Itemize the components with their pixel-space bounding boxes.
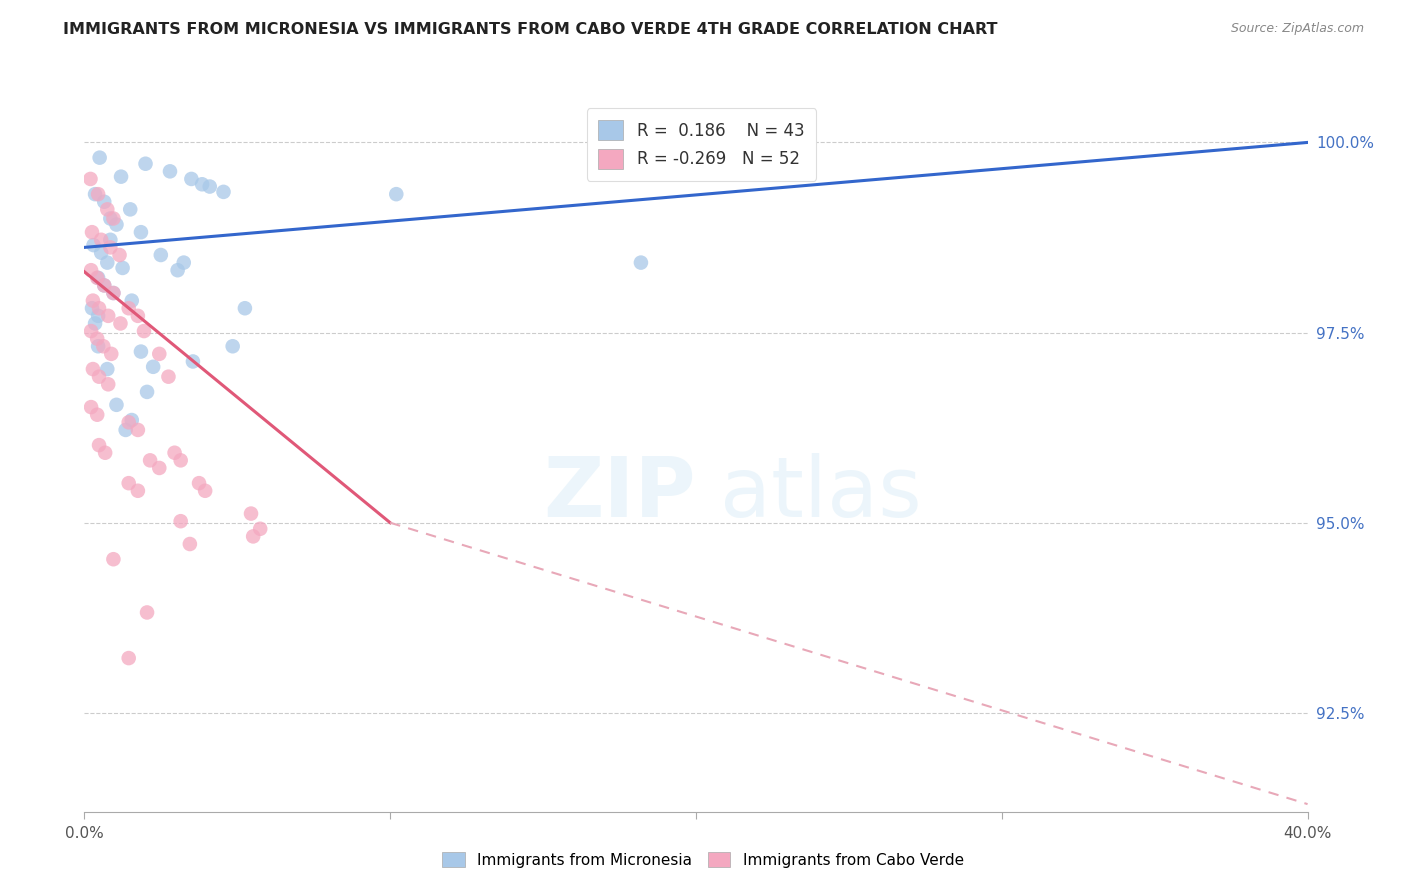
Text: ZIP: ZIP: [544, 453, 696, 534]
Point: [181, 354, 204, 368]
Point: [159, 164, 181, 178]
Point: [98, 233, 121, 247]
Point: [118, 301, 141, 316]
Point: [87, 369, 110, 384]
Point: [139, 453, 162, 467]
Point: [120, 202, 142, 217]
Point: [80, 324, 103, 338]
Point: [97, 377, 120, 392]
Point: [148, 461, 170, 475]
Point: [110, 317, 132, 331]
Point: [180, 172, 202, 186]
Point: [87, 309, 110, 323]
Point: [194, 483, 217, 498]
Legend: Immigrants from Micronesia, Immigrants from Cabo Verde: Immigrants from Micronesia, Immigrants f…: [436, 846, 970, 873]
Point: [86, 270, 108, 285]
Text: atlas: atlas: [720, 453, 922, 534]
Point: [103, 286, 125, 301]
Point: [96, 255, 118, 269]
Point: [221, 339, 243, 353]
Point: [82, 293, 104, 308]
Point: [86, 332, 108, 346]
Point: [79, 172, 101, 186]
Point: [86, 408, 108, 422]
Point: [385, 187, 408, 202]
Legend: R =  0.186    N = 43, R = -0.269   N = 52: R = 0.186 N = 43, R = -0.269 N = 52: [586, 108, 815, 181]
Point: [179, 537, 201, 551]
Point: [93, 278, 115, 293]
Point: [108, 248, 131, 262]
Point: [212, 185, 235, 199]
Point: [114, 423, 136, 437]
Point: [110, 169, 132, 184]
Point: [121, 413, 143, 427]
Point: [84, 187, 107, 202]
Point: [142, 359, 165, 374]
Point: [87, 187, 110, 202]
Point: [129, 225, 152, 239]
Point: [97, 309, 120, 323]
Point: [118, 476, 141, 491]
Point: [87, 270, 110, 285]
Point: [87, 339, 110, 353]
Point: [105, 218, 128, 232]
Point: [242, 529, 264, 543]
Point: [163, 446, 186, 460]
Point: [80, 263, 103, 277]
Point: [82, 362, 104, 376]
Point: [105, 398, 128, 412]
Point: [103, 211, 125, 226]
Point: [80, 400, 103, 414]
Point: [98, 240, 121, 254]
Point: [188, 476, 211, 491]
Point: [198, 179, 221, 194]
Point: [94, 446, 117, 460]
Point: [170, 453, 193, 467]
Point: [103, 286, 125, 301]
Point: [127, 423, 149, 437]
Point: [89, 151, 111, 165]
Point: [173, 255, 195, 269]
Point: [233, 301, 256, 316]
Point: [83, 238, 105, 252]
Point: [111, 260, 134, 275]
Point: [121, 293, 143, 308]
Point: [129, 344, 152, 359]
Point: [98, 211, 121, 226]
Point: [100, 347, 122, 361]
Text: IMMIGRANTS FROM MICRONESIA VS IMMIGRANTS FROM CABO VERDE 4TH GRADE CORRELATION C: IMMIGRANTS FROM MICRONESIA VS IMMIGRANTS…: [63, 22, 998, 37]
Point: [630, 255, 652, 269]
Point: [166, 263, 188, 277]
Point: [91, 339, 114, 353]
Point: [80, 225, 103, 239]
Point: [87, 438, 110, 452]
Point: [191, 178, 214, 192]
Point: [93, 278, 115, 293]
Text: Source: ZipAtlas.com: Source: ZipAtlas.com: [1230, 22, 1364, 36]
Point: [148, 347, 170, 361]
Point: [170, 514, 193, 528]
Point: [90, 245, 112, 260]
Point: [127, 309, 149, 323]
Point: [249, 522, 271, 536]
Point: [149, 248, 172, 262]
Point: [103, 552, 125, 566]
Point: [157, 369, 180, 384]
Point: [93, 194, 115, 209]
Point: [127, 483, 149, 498]
Point: [96, 362, 118, 376]
Point: [136, 606, 159, 620]
Point: [84, 317, 107, 331]
Point: [135, 157, 157, 171]
Point: [90, 233, 112, 247]
Point: [118, 651, 141, 665]
Point: [136, 384, 159, 399]
Point: [87, 301, 110, 316]
Point: [240, 507, 263, 521]
Point: [80, 301, 103, 316]
Point: [96, 202, 118, 217]
Point: [132, 324, 155, 338]
Point: [118, 415, 141, 429]
